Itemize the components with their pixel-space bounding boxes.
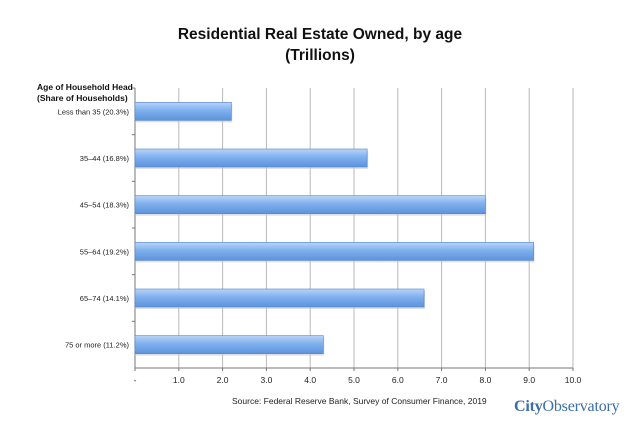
category-label: Less than 35 (20.3%) — [58, 107, 130, 116]
logo-part-city: City — [514, 398, 543, 415]
bar — [134, 195, 486, 214]
x-tick-label: 4.0 — [304, 375, 316, 385]
bar — [134, 335, 324, 354]
x-tick-label: 7.0 — [436, 375, 448, 385]
x-tick-label: 1.0 — [173, 375, 185, 385]
x-tick-label: - — [134, 375, 137, 385]
city-observatory-logo: CityObservatory — [514, 398, 620, 416]
x-tick-label: 3.0 — [260, 375, 272, 385]
source-note: Source: Federal Reserve Bank, Survey of … — [232, 396, 487, 406]
x-tick-label: 10.0 — [565, 375, 582, 385]
y-axis-caption-line1: Age of Household Head — [37, 82, 133, 92]
bar — [134, 102, 232, 121]
category-label: 65–74 (14.1%) — [80, 294, 130, 303]
chart-title-line1: Residential Real Estate Owned, by age — [177, 26, 463, 43]
x-tick-label: 5.0 — [348, 375, 360, 385]
chart-title: Residential Real Estate Owned, by age (T… — [0, 24, 640, 66]
x-tick-label: 2.0 — [217, 375, 229, 385]
chart-title-line2: (Trillions) — [285, 47, 355, 64]
category-label: 35–44 (16.8%) — [80, 154, 130, 163]
bar — [134, 242, 534, 261]
bar — [134, 148, 368, 168]
x-tick-label: 8.0 — [479, 375, 491, 385]
x-tick-label: 6.0 — [392, 375, 404, 385]
category-label: 55–64 (19.2%) — [80, 247, 130, 256]
y-axis-caption-line2: (Share of Households) — [37, 93, 128, 103]
bar — [134, 288, 425, 308]
y-axis-caption: Age of Household Head (Share of Househol… — [37, 82, 133, 104]
category-label: 75 or more (11.2%) — [65, 341, 130, 350]
logo-part-observatory: Observatory — [542, 398, 620, 415]
x-tick-label: 9.0 — [523, 375, 535, 385]
category-label: 45–54 (18.3%) — [80, 201, 130, 210]
